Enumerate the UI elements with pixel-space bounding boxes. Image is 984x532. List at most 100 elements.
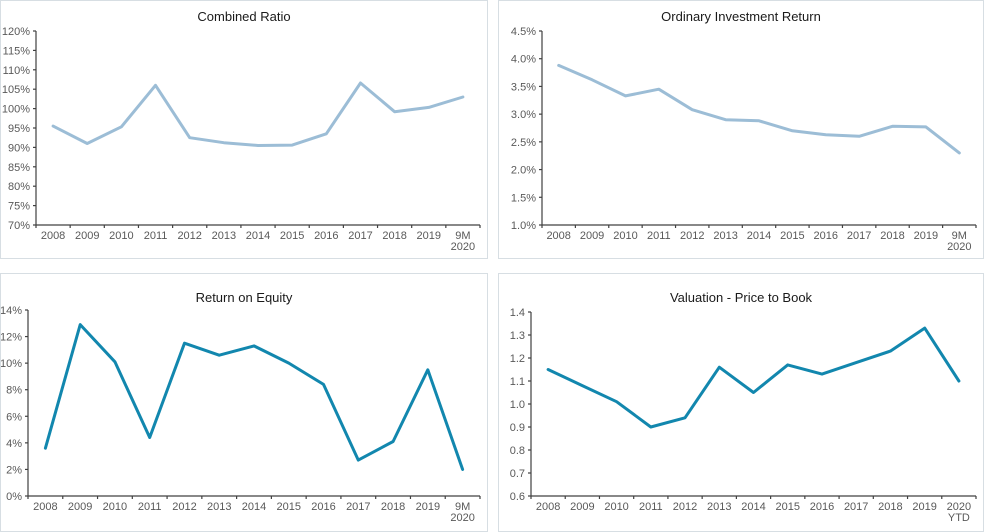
svg-text:1.3: 1.3 [510, 330, 525, 342]
svg-text:2017: 2017 [348, 230, 372, 242]
svg-text:75%: 75% [8, 201, 30, 213]
svg-text:2015: 2015 [277, 501, 301, 513]
svg-text:1.2: 1.2 [510, 353, 525, 365]
svg-text:2015: 2015 [780, 230, 804, 242]
svg-text:1.4: 1.4 [510, 307, 525, 319]
svg-text:2009: 2009 [580, 230, 604, 242]
svg-text:1.1: 1.1 [510, 376, 525, 388]
svg-text:10%: 10% [1, 358, 22, 370]
svg-text:2015: 2015 [280, 230, 304, 242]
svg-text:2019: 2019 [912, 501, 936, 513]
return-on-equity-title: Return on Equity [195, 290, 293, 305]
ordinary-investment-return-title: Ordinary Investment Return [661, 9, 821, 24]
svg-text:2012: 2012 [172, 501, 196, 513]
svg-text:80%: 80% [8, 181, 30, 193]
svg-text:0.6: 0.6 [510, 491, 525, 503]
svg-text:2016: 2016 [810, 501, 834, 513]
svg-text:2019: 2019 [914, 230, 938, 242]
svg-text:2015: 2015 [775, 501, 799, 513]
svg-text:3.5%: 3.5% [511, 81, 536, 93]
svg-text:2010: 2010 [109, 230, 133, 242]
svg-text:2008: 2008 [41, 230, 65, 242]
svg-text:4.0%: 4.0% [511, 54, 536, 66]
svg-text:105%: 105% [2, 84, 30, 96]
svg-text:2008: 2008 [33, 501, 57, 513]
svg-text:2009: 2009 [570, 501, 594, 513]
svg-text:2018: 2018 [878, 501, 902, 513]
svg-text:2017: 2017 [844, 501, 868, 513]
svg-text:2.0%: 2.0% [511, 165, 536, 177]
svg-text:8%: 8% [6, 385, 22, 397]
combined-ratio-plot: 70% 75% 80% 85% 90% 95% 100% 105% 110% 115% 120% 20… [2, 26, 481, 253]
svg-text:2018: 2018 [382, 230, 406, 242]
svg-text:2011: 2011 [639, 501, 663, 513]
svg-text:2014: 2014 [747, 230, 771, 242]
svg-text:2012: 2012 [673, 501, 697, 513]
svg-text:2012: 2012 [680, 230, 704, 242]
svg-text:1.0%: 1.0% [511, 220, 536, 232]
svg-text:2010: 2010 [613, 230, 637, 242]
svg-text:95%: 95% [8, 123, 30, 135]
svg-text:2017: 2017 [847, 230, 871, 242]
svg-text:2016: 2016 [814, 230, 838, 242]
svg-text:4.5%: 4.5% [511, 26, 536, 38]
combined-ratio-title: Combined Ratio [197, 9, 291, 24]
svg-text:2013: 2013 [212, 230, 236, 242]
svg-text:2010: 2010 [604, 501, 628, 513]
svg-text:2011: 2011 [647, 230, 671, 242]
svg-text:2019: 2019 [417, 230, 441, 242]
svg-text:2009: 2009 [75, 230, 99, 242]
svg-text:2%: 2% [6, 464, 22, 476]
svg-text:2008: 2008 [546, 230, 570, 242]
svg-text:2019: 2019 [416, 501, 440, 513]
svg-text:0.7: 0.7 [510, 468, 525, 480]
svg-text:2014: 2014 [741, 501, 765, 513]
svg-text:2014: 2014 [242, 501, 266, 513]
svg-text:115%: 115% [3, 45, 31, 57]
svg-text:85%: 85% [8, 162, 30, 174]
svg-text:70%: 70% [8, 220, 30, 232]
svg-text:2013: 2013 [207, 501, 231, 513]
svg-text:1.0: 1.0 [510, 399, 525, 411]
svg-text:0.8: 0.8 [510, 445, 525, 457]
svg-text:2012: 2012 [177, 230, 201, 242]
chart-panel-ordinary-investment-return: Ordinary Investment Return 1.0% 1.5% 2.0% 2… [498, 0, 984, 259]
svg-text:2018: 2018 [880, 230, 904, 242]
svg-text:2013: 2013 [713, 230, 737, 242]
ordinary-investment-return-plot: 1.0% 1.5% 2.0% 2.5% 3.0% 3.5% 4.0% 4.5% 2008 2009… [511, 26, 977, 253]
svg-text:1.5%: 1.5% [511, 192, 536, 204]
svg-text:120%: 120% [2, 26, 30, 38]
svg-text:2008: 2008 [536, 501, 560, 513]
svg-text:2009: 2009 [68, 501, 92, 513]
svg-text:2.5%: 2.5% [511, 137, 536, 149]
svg-text:110%: 110% [3, 65, 31, 77]
svg-text:2010: 2010 [103, 501, 127, 513]
svg-text:2014: 2014 [246, 230, 270, 242]
svg-text:2017: 2017 [346, 501, 370, 513]
valuation-price-to-book-title: Valuation - Price to Book [669, 290, 813, 305]
svg-text:100%: 100% [2, 104, 30, 116]
chart-panel-valuation-price-to-book: Valuation - Price to Book 0.6 0.7 0.8 0.9 1.… [498, 273, 984, 532]
return-on-equity-plot: 0% 2% 4% 6% 8% 10% 12% 14% 2008 2009 2010 2011 2012 2… [1, 305, 481, 524]
svg-text:2018: 2018 [381, 501, 405, 513]
svg-text:2011: 2011 [138, 501, 162, 513]
svg-text:12%: 12% [1, 332, 22, 344]
svg-text:4%: 4% [6, 438, 22, 450]
svg-text:2011: 2011 [144, 230, 168, 242]
chart-panel-combined-ratio: Combined Ratio 70% 75% 80% 85% 90% 95% 100% 105… [0, 0, 488, 259]
valuation-price-to-book-plot: 0.6 0.7 0.8 0.9 1.0 1.1 1.2 1.3 1.4 2008 2009 2010 2… [510, 307, 977, 524]
svg-text:90%: 90% [8, 142, 30, 154]
svg-text:2016: 2016 [311, 501, 335, 513]
svg-text:2013: 2013 [707, 501, 731, 513]
svg-text:6%: 6% [6, 411, 22, 423]
svg-text:3.0%: 3.0% [511, 109, 536, 121]
chart-panel-return-on-equity: Return on Equity 0% 2% 4% 6% 8% 10% 12% 14% 2008… [0, 273, 488, 532]
svg-text:2016: 2016 [314, 230, 338, 242]
svg-text:0%: 0% [6, 491, 22, 503]
svg-text:0.9: 0.9 [510, 422, 525, 434]
